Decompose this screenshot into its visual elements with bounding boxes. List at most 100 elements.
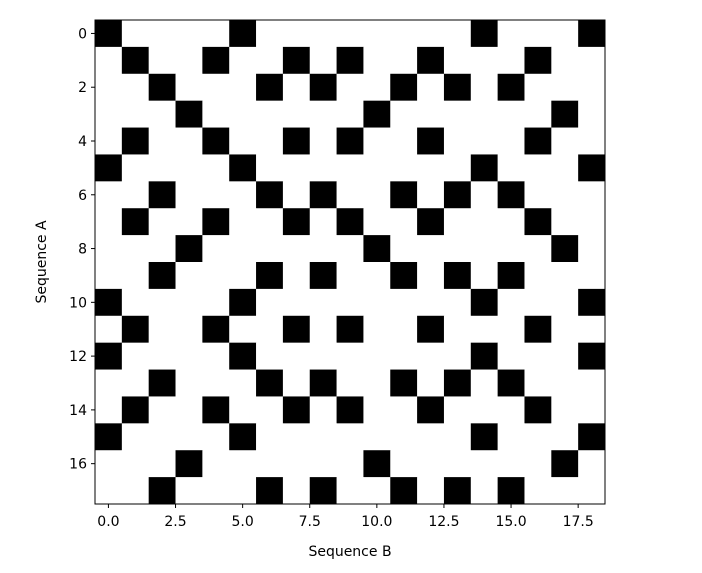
cell bbox=[524, 46, 552, 75]
cell bbox=[390, 262, 418, 290]
cell bbox=[95, 235, 123, 263]
cell bbox=[336, 46, 364, 75]
cell bbox=[417, 369, 445, 397]
cell bbox=[551, 369, 579, 397]
cell bbox=[175, 423, 203, 451]
cell bbox=[578, 181, 606, 209]
cell bbox=[229, 20, 257, 48]
cell bbox=[524, 208, 552, 236]
cell bbox=[202, 127, 230, 155]
cell bbox=[551, 46, 579, 75]
cell bbox=[229, 208, 257, 236]
cell bbox=[309, 154, 337, 182]
cell bbox=[578, 235, 606, 263]
cell bbox=[121, 154, 149, 182]
cell bbox=[390, 100, 418, 128]
cell bbox=[363, 369, 391, 397]
cell bbox=[578, 396, 606, 424]
cell bbox=[309, 396, 337, 424]
cell bbox=[363, 154, 391, 182]
cell bbox=[390, 477, 418, 505]
cell bbox=[202, 181, 230, 209]
cell bbox=[95, 208, 123, 236]
cell bbox=[363, 288, 391, 317]
cell bbox=[443, 154, 472, 182]
cell bbox=[309, 288, 337, 317]
cell bbox=[497, 154, 525, 182]
cell bbox=[148, 20, 176, 48]
cell bbox=[95, 100, 123, 128]
cell bbox=[309, 208, 337, 236]
cell bbox=[202, 154, 230, 182]
cell bbox=[148, 127, 176, 155]
cell bbox=[121, 208, 149, 236]
cell bbox=[443, 127, 472, 155]
cell bbox=[336, 315, 364, 343]
cell bbox=[390, 20, 418, 48]
cell bbox=[229, 342, 257, 370]
cell bbox=[309, 20, 337, 48]
cell bbox=[336, 423, 364, 451]
cell bbox=[148, 369, 176, 397]
y-tick-label: 12 bbox=[69, 349, 87, 365]
cell bbox=[443, 100, 472, 128]
cell bbox=[256, 46, 284, 75]
cell bbox=[202, 100, 230, 128]
cell bbox=[497, 396, 525, 424]
cell bbox=[121, 181, 149, 209]
cell bbox=[175, 450, 203, 478]
cell bbox=[148, 181, 176, 209]
cell bbox=[121, 396, 149, 424]
cell bbox=[443, 46, 472, 75]
cell bbox=[390, 208, 418, 236]
cell bbox=[282, 181, 311, 209]
cell bbox=[470, 342, 498, 370]
cell bbox=[497, 423, 525, 451]
cell bbox=[229, 181, 257, 209]
cell bbox=[551, 342, 579, 370]
cell bbox=[578, 288, 606, 317]
cell bbox=[95, 315, 123, 343]
y-tick-label: 0 bbox=[78, 26, 87, 42]
cell bbox=[175, 20, 203, 48]
cell bbox=[524, 450, 552, 478]
x-tick-label: 5.0 bbox=[231, 514, 253, 530]
cell bbox=[309, 127, 337, 155]
cell bbox=[95, 181, 123, 209]
cell bbox=[336, 100, 364, 128]
cell bbox=[282, 154, 311, 182]
cell bbox=[417, 477, 445, 505]
cell bbox=[229, 100, 257, 128]
cell bbox=[443, 342, 472, 370]
cell bbox=[524, 315, 552, 343]
cell bbox=[175, 100, 203, 128]
cell bbox=[229, 369, 257, 397]
cell bbox=[336, 450, 364, 478]
cell bbox=[336, 20, 364, 48]
cell bbox=[390, 288, 418, 317]
cell bbox=[95, 423, 123, 451]
cell bbox=[443, 288, 472, 317]
x-tick-label: 0.0 bbox=[97, 514, 119, 530]
cell bbox=[309, 100, 337, 128]
cell bbox=[497, 288, 525, 317]
y-tick-label: 2 bbox=[78, 80, 87, 96]
cell bbox=[229, 288, 257, 317]
cell bbox=[443, 396, 472, 424]
cell bbox=[363, 315, 391, 343]
cell bbox=[336, 73, 364, 101]
cell bbox=[282, 369, 311, 397]
cell bbox=[551, 181, 579, 209]
cell bbox=[524, 477, 552, 505]
y-tick-label: 8 bbox=[78, 242, 87, 258]
cell bbox=[417, 20, 445, 48]
cell bbox=[363, 423, 391, 451]
cell bbox=[229, 154, 257, 182]
cell bbox=[551, 73, 579, 101]
cell bbox=[363, 342, 391, 370]
cell bbox=[551, 20, 579, 48]
cell bbox=[336, 127, 364, 155]
cell bbox=[202, 20, 230, 48]
cell bbox=[95, 127, 123, 155]
cell bbox=[497, 20, 525, 48]
